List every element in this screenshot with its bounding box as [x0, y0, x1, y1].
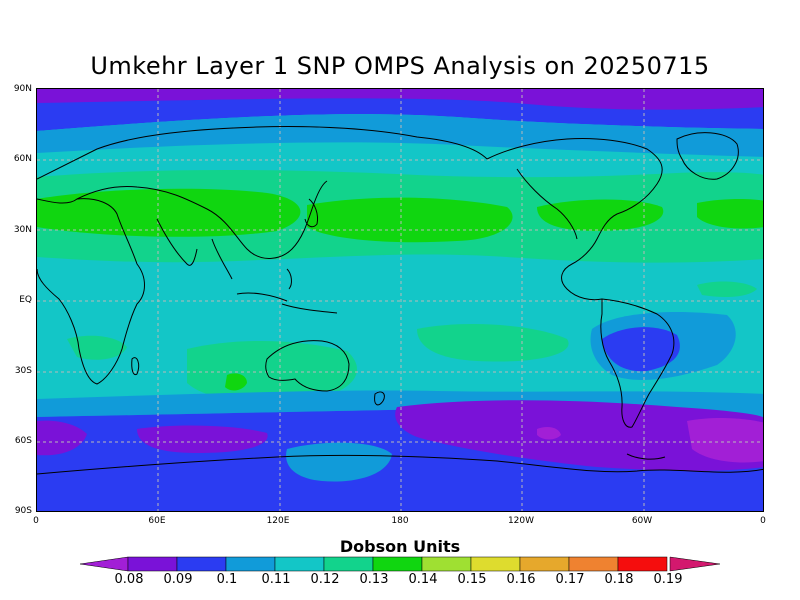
contour-fill-0.08 [137, 425, 268, 453]
contour-fill-0.08 [37, 420, 87, 456]
colorbar-segment [421, 556, 472, 572]
contour-fill-0.14 [37, 188, 301, 237]
contour-fill-0.08 [687, 417, 763, 463]
colorbar-tick-label: 0.17 [555, 572, 585, 587]
ozone-contour-map [37, 89, 763, 511]
lat-tick-label: 30S [14, 366, 32, 376]
contour-fill-0.10 [286, 442, 392, 482]
lon-tick-label: 120E [266, 516, 290, 526]
lon-tick-label: 60W [631, 516, 653, 526]
contour-fill-0.14 [225, 373, 247, 391]
colorbar-title: Dobson Units [339, 537, 461, 556]
lon-tick-label: 60E [148, 516, 166, 526]
lat-tick-label: 90S [14, 506, 32, 516]
colorbar-segment [274, 556, 325, 572]
map-title: Umkehr Layer 1 SNP OMPS Analysis on 2025… [90, 52, 710, 80]
lat-tick-label: EQ [19, 295, 32, 305]
map-panel [36, 88, 764, 512]
colorbar-tick-label: 0.08 [114, 572, 144, 587]
colorbar-segment [519, 556, 570, 572]
lat-tick-label: 90N [13, 84, 32, 94]
colorbar-segment [127, 556, 178, 572]
contour-fill-0.13 [417, 324, 569, 362]
colorbar-segment [617, 556, 668, 572]
colorbar-segment [669, 556, 720, 572]
lon-tick-label: 0 [33, 516, 39, 526]
colorbar-segment [176, 556, 227, 572]
colorbar [80, 556, 720, 572]
lon-tick-label: 0 [760, 516, 766, 526]
colorbar-segment [568, 556, 619, 572]
lat-tick-label: 30N [13, 225, 32, 235]
lat-tick-label: 60N [13, 154, 32, 164]
lat-tick-label: 60S [14, 436, 32, 446]
contour-fill-0.08 [395, 400, 763, 471]
colorbar-tick-label: 0.18 [604, 572, 634, 587]
colorbar-segment [80, 556, 129, 572]
colorbar-tick-label: 0.14 [408, 572, 438, 587]
contour-fill-0.13 [67, 335, 127, 360]
contour-fill-0.14 [697, 199, 763, 229]
contour-fill-0.08 [37, 89, 763, 110]
lon-tick-label: 180 [391, 516, 409, 526]
lon-tick-label: 120W [507, 516, 535, 526]
contour-fill-0.09 [602, 327, 680, 372]
graticule [37, 89, 763, 511]
colorbar-tick-label: 0.1 [216, 572, 238, 587]
colorbar-segment [470, 556, 521, 572]
colorbar-segment [225, 556, 276, 572]
colorbar-segment [323, 556, 374, 572]
contour-fill-0.14 [307, 197, 513, 243]
colorbar-tick-label: 0.16 [506, 572, 536, 587]
contour-fill-0.13 [697, 281, 757, 297]
colorbar-tick-label: 0.19 [653, 572, 683, 587]
contour-fill-0.10 [37, 114, 763, 157]
colorbar-tick-label: 0.12 [310, 572, 340, 587]
colorbar-tick-label: 0.15 [457, 572, 487, 587]
contour-fill-0.08 [537, 427, 561, 440]
colorbar-segment [372, 556, 423, 572]
colorbar-tick-label: 0.09 [163, 572, 193, 587]
colorbar-tick-label: 0.11 [261, 572, 291, 587]
colorbar-tick-label: 0.13 [359, 572, 389, 587]
coastlines [37, 125, 763, 475]
contour-fill-0.10 [37, 390, 763, 419]
